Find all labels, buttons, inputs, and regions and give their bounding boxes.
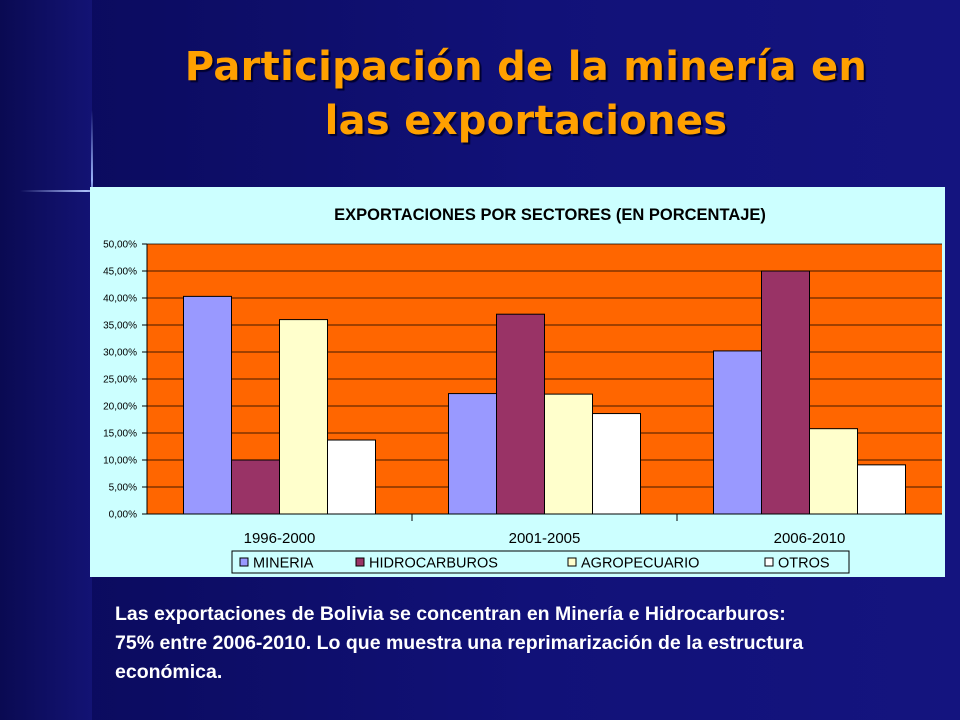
y-tick-label: 0,00%: [109, 510, 137, 521]
y-tick-label: 40,00%: [103, 294, 137, 305]
y-tick-label: 10,00%: [103, 456, 137, 467]
y-tick-label: 15,00%: [103, 429, 137, 440]
legend-swatch-hidrocarburos: [355, 557, 365, 567]
bar-otros-2001-2005: [592, 413, 641, 515]
bar-hidrocarburos-2006-2010: [761, 270, 810, 515]
sparkle-vertical-line: [91, 110, 93, 210]
x-tick-label: 2001-2005: [509, 530, 581, 547]
sparkle-horizontal-line: [20, 190, 130, 192]
legend: MINERIA HIDROCARBUROS AGROPECUARIO OTROS: [231, 550, 850, 574]
bar-hidrocarburos-2001-2005: [496, 313, 545, 515]
legend-label-hidrocarburos: HIDROCARBUROS: [369, 556, 498, 572]
legend-swatch-mineria: [239, 557, 249, 567]
x-axis-tick-labels: 1996-2000 2001-2005 2006-2010: [244, 514, 846, 547]
bars: [183, 270, 906, 515]
y-tick-label: 35,00%: [103, 321, 137, 332]
legend-frame: [231, 550, 850, 574]
legend-label-otros: OTROS: [778, 556, 830, 572]
y-tick-label: 20,00%: [103, 402, 137, 413]
x-tick-label: 1996-2000: [244, 530, 316, 547]
x-tick-label: 2006-2010: [774, 530, 846, 547]
bar-hidrocarburos-1996-2000: [231, 459, 280, 515]
y-axis-tick-labels: 0,00% 5,00% 10,00% 15,00% 20,00% 25,00% 30,00%…: [103, 240, 147, 521]
y-tick-label: 50,00%: [103, 240, 137, 251]
bar-mineria-2001-2005: [448, 393, 497, 515]
bar-mineria-2006-2010: [713, 350, 762, 515]
slide-title: Participación de la minería en las expor…: [92, 40, 960, 148]
caption-line-3: económica.: [115, 661, 223, 683]
bar-otros-2006-2010: [857, 464, 906, 515]
slide-title-line-2: las exportaciones: [324, 98, 728, 144]
bar-agropecuario-1996-2000: [279, 319, 328, 515]
chart-container: EXPORTACIONES POR SECTORES (EN PORCENTAJ…: [90, 187, 945, 577]
bar-otros-1996-2000: [327, 439, 376, 515]
caption-line-1: Las exportaciones de Bolivia se concentr…: [115, 603, 786, 625]
bar-mineria-1996-2000: [183, 295, 232, 515]
chart-title: EXPORTACIONES POR SECTORES (EN PORCENTAJ…: [334, 206, 766, 224]
caption-line-2: 75% entre 2006-2010. Lo que muestra una …: [115, 632, 804, 654]
left-decorative-band: [0, 0, 92, 720]
y-tick-label: 25,00%: [103, 375, 137, 386]
legend-label-agropecuario: AGROPECUARIO: [581, 556, 699, 572]
y-tick-label: 45,00%: [103, 267, 137, 278]
bar-agropecuario-2001-2005: [544, 393, 593, 515]
legend-swatch-agropecuario: [567, 557, 577, 567]
slide-title-line-1: Participación de la minería en: [184, 44, 868, 90]
bar-chart: EXPORTACIONES POR SECTORES (EN PORCENTAJ…: [103, 206, 942, 574]
bar-agropecuario-2006-2010: [809, 428, 858, 515]
legend-swatch-otros: [764, 557, 774, 567]
legend-label-mineria: MINERIA: [253, 556, 314, 572]
y-tick-label: 5,00%: [109, 483, 137, 494]
y-tick-label: 30,00%: [103, 348, 137, 359]
caption-text: Las exportaciones de Bolivia se concentr…: [115, 600, 915, 687]
